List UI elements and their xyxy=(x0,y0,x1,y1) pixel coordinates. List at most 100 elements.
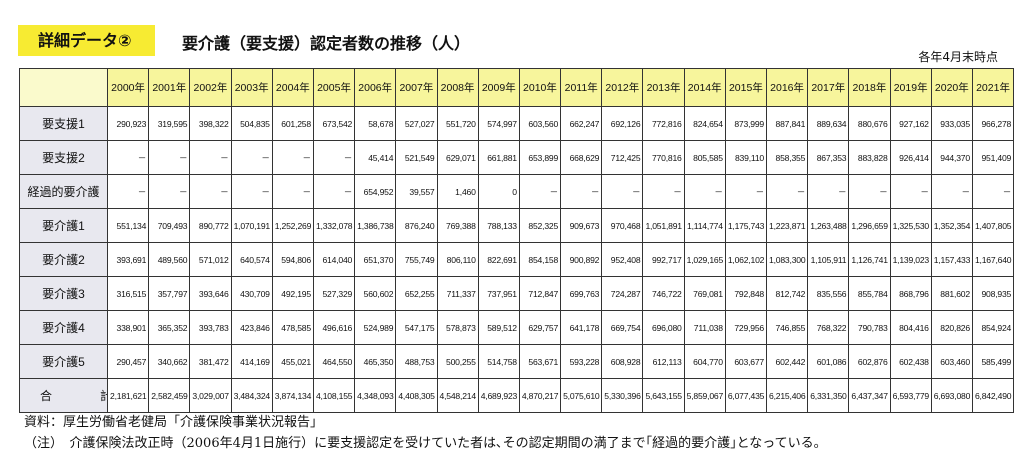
value-cell: 4,408,305 xyxy=(395,378,438,413)
row-label: 要支援2 xyxy=(19,140,108,175)
table-body: 要支援1 290,923 319,595 398,322 504,835 601,258 6… xyxy=(19,106,1015,413)
value-cell: － xyxy=(312,140,356,175)
value-cell: 933,035 xyxy=(930,106,973,141)
value-cell: 5,330,396 xyxy=(601,378,644,413)
value-cell: 316,515 xyxy=(106,276,150,311)
value-cell: 547,175 xyxy=(395,310,438,345)
year-header: 2017年 xyxy=(807,68,850,107)
value-cell: 952,408 xyxy=(601,242,644,277)
value-cell: 790,783 xyxy=(848,310,891,345)
value-cell: 4,548,214 xyxy=(436,378,479,413)
value-cell: 839,110 xyxy=(724,140,768,175)
value-cell: 521,549 xyxy=(395,140,438,175)
value-cell: 393,783 xyxy=(189,310,232,345)
value-cell: 4,870,217 xyxy=(518,378,562,413)
value-cell: 3,874,134 xyxy=(271,378,314,413)
value-cell: 504,835 xyxy=(230,106,273,141)
row-label: 要介護2 xyxy=(19,242,108,277)
value-cell: 1,223,871 xyxy=(765,208,809,243)
value-cell: 1,105,911 xyxy=(807,242,850,277)
value-cell: 908,935 xyxy=(971,276,1015,311)
value-cell: 603,677 xyxy=(724,344,768,379)
value-cell: 1,126,741 xyxy=(848,242,891,277)
value-cell: 601,258 xyxy=(271,106,314,141)
value-cell: 602,442 xyxy=(765,344,809,379)
value-cell: 873,999 xyxy=(724,106,768,141)
value-cell: 868,796 xyxy=(889,276,932,311)
value-cell: 58,678 xyxy=(354,106,397,141)
value-cell: 3,484,324 xyxy=(230,378,273,413)
value-cell: 489,560 xyxy=(148,242,191,277)
value-cell: 788,133 xyxy=(477,208,520,243)
value-cell: － xyxy=(889,174,932,209)
value-cell: 909,673 xyxy=(560,208,603,243)
value-cell: 393,646 xyxy=(189,276,232,311)
value-cell: 6,842,490 xyxy=(971,378,1015,413)
year-header: 2004年 xyxy=(271,68,314,107)
value-cell: － xyxy=(848,174,891,209)
value-cell: 673,542 xyxy=(312,106,356,141)
year-header: 2006年 xyxy=(354,68,397,107)
value-cell: 4,108,155 xyxy=(312,378,356,413)
value-cell: 1,263,488 xyxy=(807,208,850,243)
value-cell: 612,113 xyxy=(642,344,685,379)
table-row: 要介護1 551,134 709,493 890,772 1,070,191 1,252,… xyxy=(19,208,1015,243)
value-cell: 603,560 xyxy=(518,106,562,141)
value-cell: 668,629 xyxy=(560,140,603,175)
value-cell: 1,167,640 xyxy=(971,242,1015,277)
value-cell: 699,763 xyxy=(560,276,603,311)
value-cell: 890,772 xyxy=(189,208,232,243)
value-cell: 1,175,743 xyxy=(724,208,768,243)
value-cell: 696,080 xyxy=(642,310,685,345)
value-cell: 669,754 xyxy=(601,310,644,345)
value-cell: 603,460 xyxy=(930,344,973,379)
value-cell: 423,846 xyxy=(230,310,273,345)
value-cell: 858,355 xyxy=(765,140,809,175)
value-cell: － xyxy=(148,140,191,175)
value-cell: 653,899 xyxy=(518,140,562,175)
year-header: 2000年 xyxy=(106,68,150,107)
value-cell: 551,134 xyxy=(106,208,150,243)
value-cell: 641,178 xyxy=(560,310,603,345)
value-cell: 0 xyxy=(477,174,520,209)
year-header: 2005年 xyxy=(312,68,356,107)
value-cell: 822,691 xyxy=(477,242,520,277)
value-cell: 357,797 xyxy=(148,276,191,311)
value-cell: 867,353 xyxy=(807,140,850,175)
value-cell: 1,139,023 xyxy=(889,242,932,277)
value-cell: 551,720 xyxy=(436,106,479,141)
value-cell: 4,689,923 xyxy=(477,378,520,413)
year-header: 2020年 xyxy=(930,68,973,107)
table-row: 要支援1 290,923 319,595 398,322 504,835 601,258 6… xyxy=(19,106,1015,141)
value-cell: － xyxy=(230,174,273,209)
value-cell: 3,029,007 xyxy=(189,378,232,413)
value-cell: 478,585 xyxy=(271,310,314,345)
value-cell: 45,414 xyxy=(354,140,397,175)
value-cell: 593,228 xyxy=(560,344,603,379)
value-cell: 455,021 xyxy=(271,344,314,379)
value-cell: 880,676 xyxy=(848,106,891,141)
value-cell: 712,847 xyxy=(518,276,562,311)
value-cell: 966,278 xyxy=(971,106,1015,141)
footnote: （注） 介護保険法改正時（2006年4月1日施行）に要支援認定を受けていた者は､… xyxy=(24,436,827,451)
row-label: 合 計 xyxy=(19,378,108,413)
value-cell: 398,322 xyxy=(189,106,232,141)
value-cell: 563,671 xyxy=(518,344,562,379)
value-cell: 887,841 xyxy=(765,106,809,141)
value-cell: 970,468 xyxy=(601,208,644,243)
value-cell: 6,077,435 xyxy=(724,378,768,413)
value-cell: 464,550 xyxy=(312,344,356,379)
value-cell: 824,654 xyxy=(683,106,726,141)
value-cell: 662,247 xyxy=(560,106,603,141)
value-cell: 805,585 xyxy=(683,140,726,175)
page-title: 要介護（要支援）認定者数の推移（人） xyxy=(182,34,471,53)
year-header: 2010年 xyxy=(518,68,562,107)
value-cell: 927,162 xyxy=(889,106,932,141)
value-cell: 835,556 xyxy=(807,276,850,311)
value-cell: 6,693,080 xyxy=(930,378,973,413)
value-cell: 39,557 xyxy=(395,174,438,209)
value-cell: 571,012 xyxy=(189,242,232,277)
value-cell: － xyxy=(148,174,191,209)
notes: 資料：厚生労働省老健局「介護保険事業状況報告」 （注） 介護保険法改正時（200… xyxy=(24,412,827,454)
value-cell: 1,352,354 xyxy=(930,208,973,243)
